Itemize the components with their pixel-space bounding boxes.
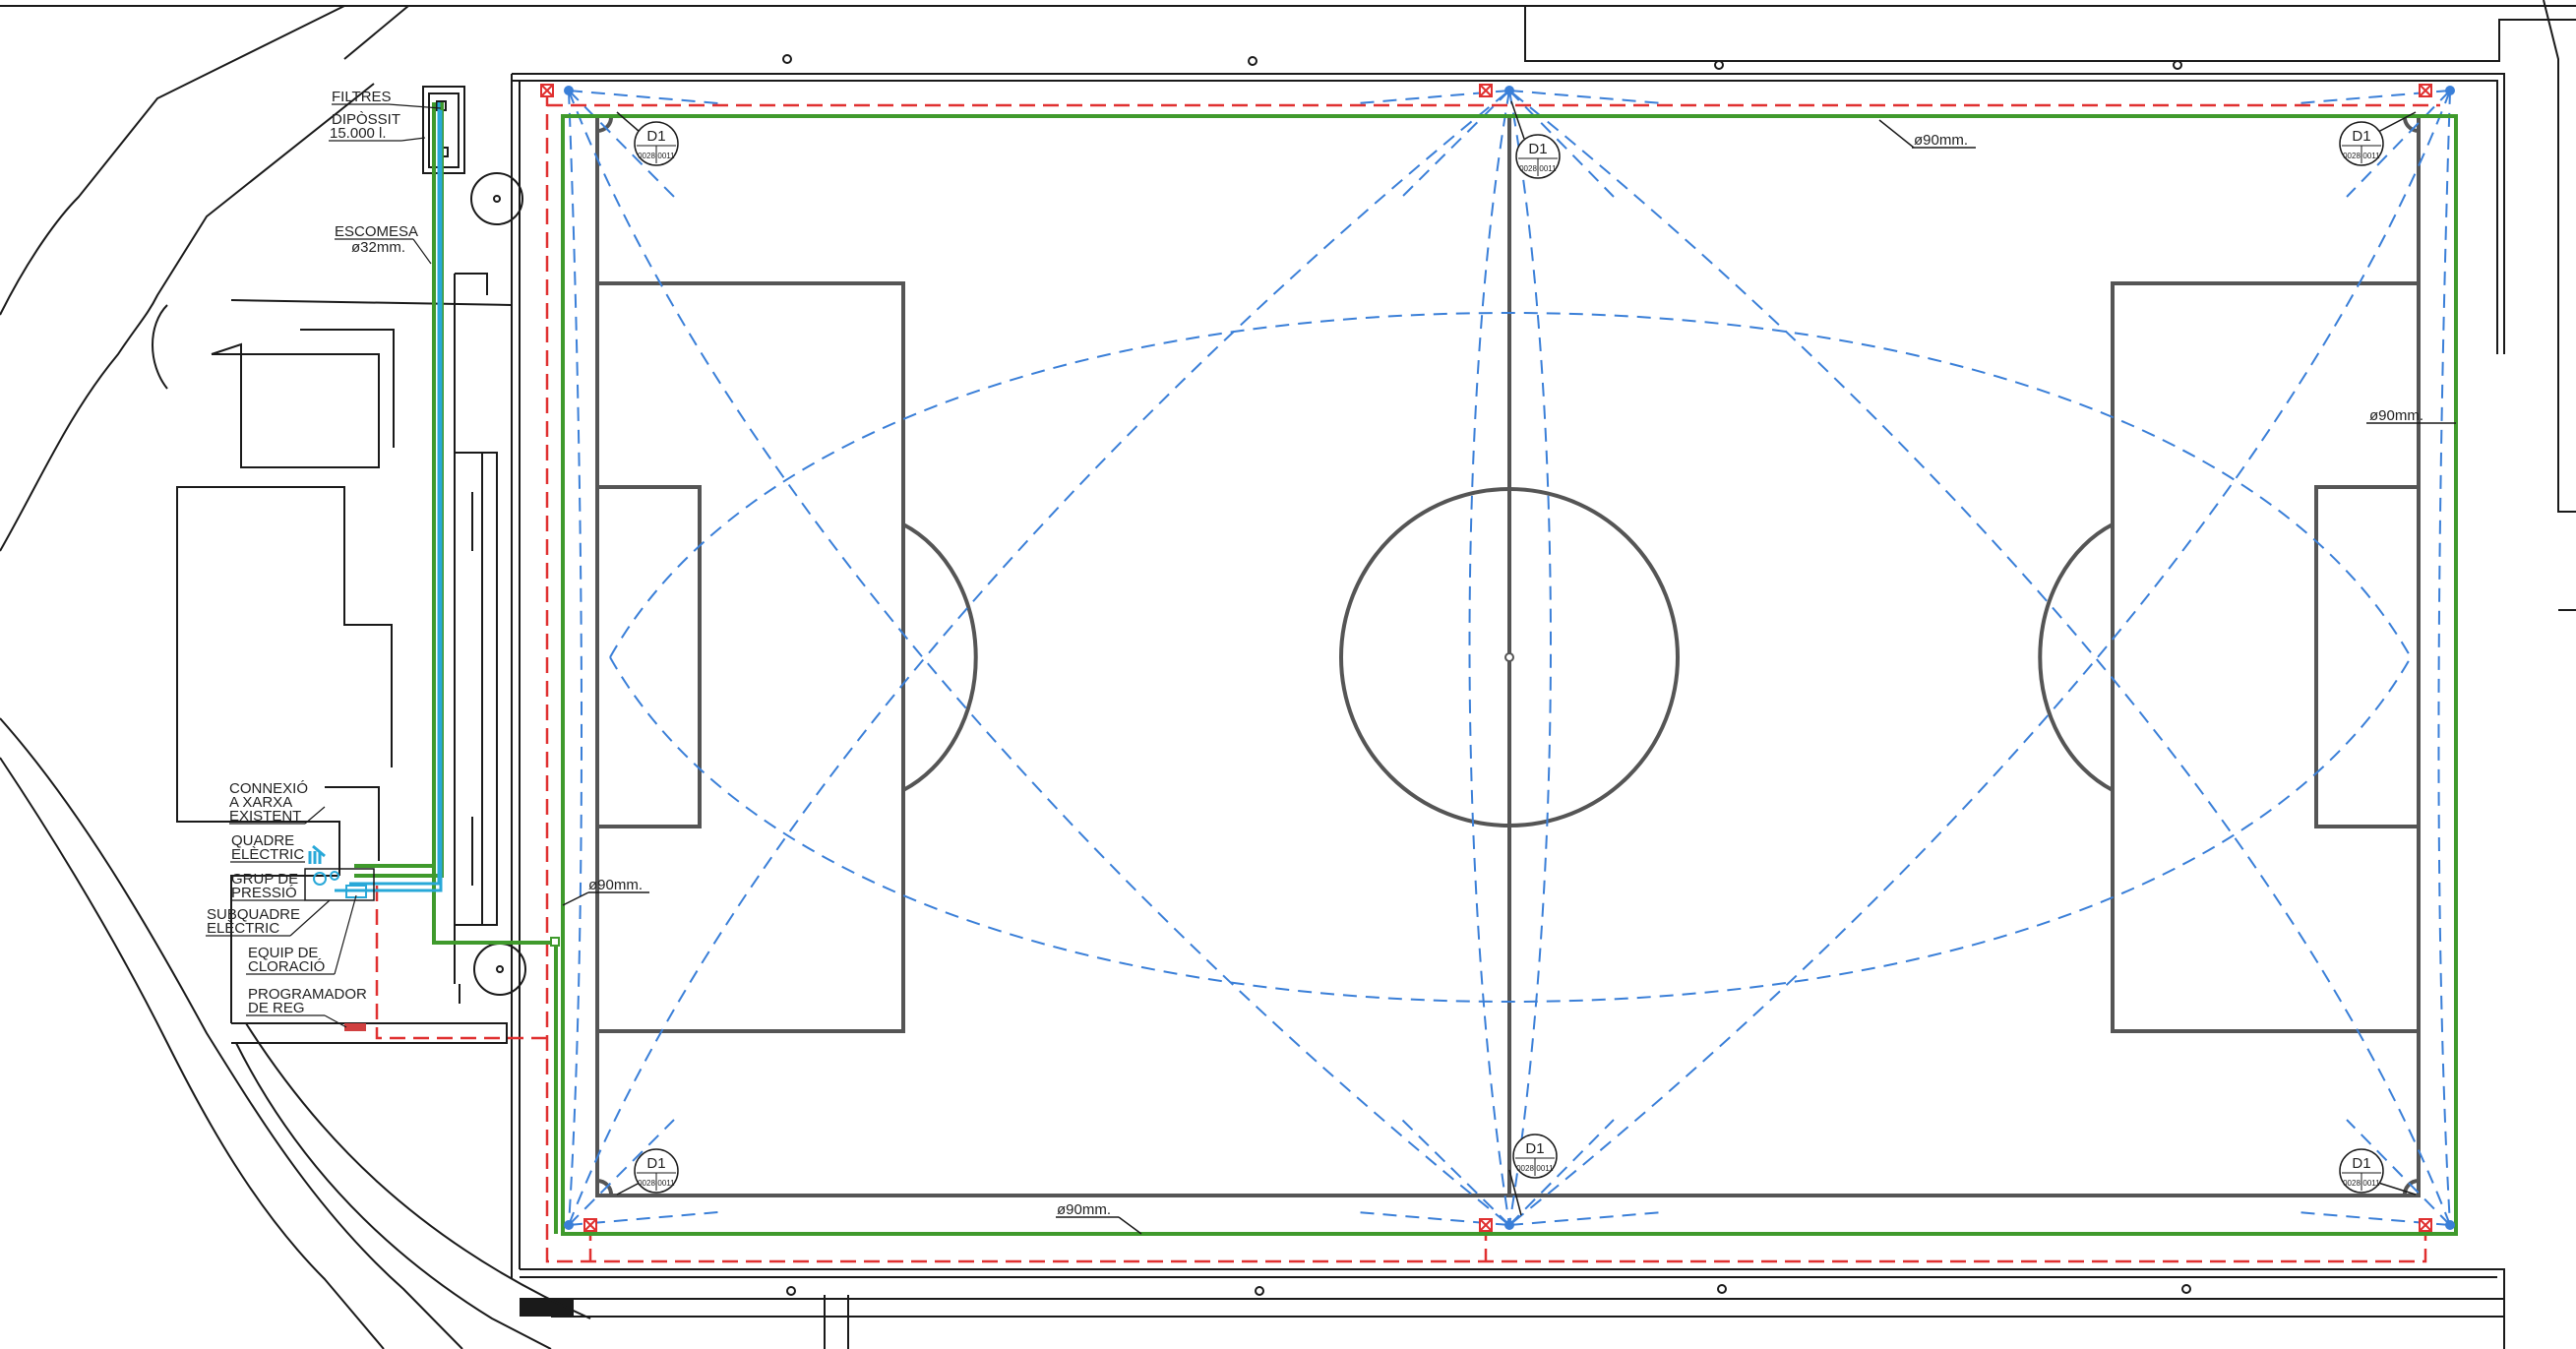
- tag-right: 0011: [657, 152, 675, 160]
- tag-right: 0011: [1536, 1164, 1554, 1173]
- valve-icon: [1479, 84, 1493, 97]
- tag-name: D1: [646, 1155, 665, 1172]
- sprinkler-head: [564, 86, 574, 95]
- label-connexio: CONNEXIÓ: [229, 780, 308, 797]
- tag-left: 0028: [638, 152, 655, 160]
- sprinkler-tag: D1 0028 0011: [616, 111, 679, 166]
- valve-icon: [583, 1218, 597, 1232]
- equipment-labels: FILTRES DIPÒSSIT 15.000 l. ESCOMESA ø32m…: [206, 89, 442, 1028]
- pipe-label-left: ø90mm.: [588, 877, 643, 893]
- sprinkler-tag: D1 0028 0011: [1508, 1134, 1558, 1216]
- label-escomesa-diameter: ø32mm.: [351, 239, 405, 256]
- tag-left: 0028: [1519, 164, 1537, 173]
- tag-right: 0011: [2362, 1179, 2380, 1188]
- sprinkler-head: [1504, 86, 1514, 95]
- label-diposit: DIPÒSSIT: [332, 111, 400, 128]
- tag-left: 0028: [2343, 1179, 2361, 1188]
- irrigation-pipes: [304, 91, 2458, 1263]
- pipe-label-right: ø90mm.: [2369, 407, 2423, 424]
- label-subquadre-electric: ELÈCTRIC: [207, 920, 279, 937]
- valve-icon: [1479, 1218, 1493, 1232]
- label-subquadre: SUBQUADRE: [207, 906, 300, 923]
- label-connexio-xarxa: A XARXA: [229, 794, 292, 811]
- valves: [540, 84, 2432, 1232]
- tag-name: D1: [1525, 1140, 1544, 1157]
- tag-right: 0011: [657, 1179, 675, 1188]
- valve-icon: [2419, 84, 2432, 97]
- label-escomesa: ESCOMESA: [335, 223, 418, 240]
- tag-name: D1: [646, 128, 665, 145]
- tag-name: D1: [2352, 128, 2370, 145]
- sprinkler-head: [2445, 86, 2455, 95]
- label-filtres: FILTRES: [332, 89, 392, 105]
- sprinkler-tag: D1 0028 0011: [616, 1148, 679, 1196]
- football-pitch: [595, 114, 2421, 1197]
- tag-right: 0011: [1539, 164, 1557, 173]
- tag-left: 0028: [1516, 1164, 1534, 1173]
- label-equip-cloracio-2: CLORACIÓ: [248, 958, 325, 975]
- sprinkler-tag: D1 0028 0011: [2339, 1148, 2417, 1196]
- label-grup-pressio: GRUP DE: [231, 871, 298, 888]
- tag-name: D1: [2352, 1155, 2370, 1172]
- label-diposit-capacity: 15.000 l.: [330, 125, 387, 142]
- sprinkler-tags: D1 0028 0011 D1 0028 0011 D1 0028 0011: [616, 100, 2417, 1216]
- valve-icon: [2419, 1218, 2432, 1232]
- label-equip-cloracio: EQUIP DE: [248, 945, 318, 961]
- sprinkler-tag: D1 0028 0011: [1510, 100, 1561, 179]
- valve-icon: [540, 84, 554, 97]
- label-programador: PROGRAMADOR: [248, 986, 367, 1003]
- label-quadre: QUADRE: [231, 832, 294, 849]
- label-connexio-existent: EXISTENT: [229, 808, 301, 825]
- tag-name: D1: [1528, 141, 1547, 157]
- stair-block: [520, 1299, 574, 1317]
- tag-left: 0028: [2343, 152, 2361, 160]
- sprinkler-tag: D1 0028 0011: [2339, 111, 2417, 166]
- sprinkler-head: [1504, 1220, 1514, 1230]
- tag-left: 0028: [638, 1179, 655, 1188]
- pipe-labels: ø90mm. ø90mm. ø90mm. ø90mm.: [562, 119, 2456, 1235]
- label-programador-reg: DE REG: [248, 1000, 305, 1016]
- pipe-label-top: ø90mm.: [1914, 132, 1968, 149]
- label-grup-pressio-2: PRESSIÓ: [231, 885, 297, 901]
- label-quadre-electric: ELÈCTRIC: [231, 846, 304, 863]
- sprinkler-heads: [564, 86, 2455, 1230]
- sprinkler-head: [2445, 1220, 2455, 1230]
- tag-right: 0011: [2362, 152, 2380, 160]
- pipe-label-bottom: ø90mm.: [1057, 1201, 1111, 1218]
- sprinkler-head: [564, 1220, 574, 1230]
